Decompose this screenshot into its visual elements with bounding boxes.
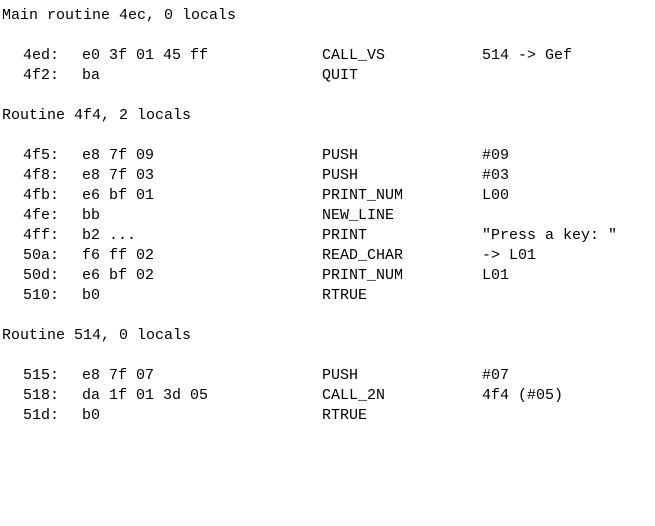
spacer (2, 26, 652, 46)
instruction-opcode: PRINT (322, 227, 368, 244)
instruction-operands: -> L01 (482, 247, 537, 264)
instruction-address: 515: (23, 367, 60, 384)
instruction-row: 4f8: e8 7f 03 PUSH #03 (2, 166, 652, 186)
instruction-address: 51d: (23, 407, 60, 424)
instruction-opcode: READ_CHAR (322, 247, 404, 264)
instruction-bytes: e8 7f 03 (82, 167, 155, 184)
instruction-address: 510: (23, 287, 60, 304)
instruction-address: 4fb: (23, 187, 60, 204)
instruction-row: 50a: f6 ff 02 READ_CHAR -> L01 (2, 246, 652, 266)
instruction-operands: #09 (482, 147, 510, 164)
instruction-bytes: e6 bf 01 (82, 187, 155, 204)
instruction-bytes: ba (82, 67, 101, 84)
instruction-bytes: e0 3f 01 45 ff (82, 47, 209, 64)
instruction-operands: 4f4 (#05) (482, 387, 564, 404)
instruction-address: 4f5: (23, 147, 60, 164)
instruction-address: 518: (23, 387, 60, 404)
instruction-address: 4f2: (23, 67, 60, 84)
instruction-address: 50d: (23, 267, 60, 284)
instruction-row: 4fb: e6 bf 01 PRINT_NUM L00 (2, 186, 652, 206)
instruction-address: 4ff: (23, 227, 60, 244)
instruction-row: 4fe: bb NEW_LINE (2, 206, 652, 226)
routine-header: Routine 4f4, 2 locals (2, 107, 192, 124)
instruction-opcode: NEW_LINE (322, 207, 395, 224)
instruction-row: 515: e8 7f 07 PUSH #07 (2, 366, 652, 386)
instruction-bytes: e6 bf 02 (82, 267, 155, 284)
routine-header: Routine 514, 0 locals (2, 327, 192, 344)
instruction-row: 4ff: b2 ... PRINT "Press a key: " (2, 226, 652, 246)
instruction-row: 4f2: ba QUIT (2, 66, 652, 86)
spacer (2, 126, 652, 146)
instruction-opcode: CALL_VS (322, 47, 386, 64)
instruction-address: 4ed: (23, 47, 60, 64)
instruction-opcode: PRINT_NUM (322, 187, 404, 204)
instruction-bytes: b0 (82, 287, 101, 304)
spacer (2, 346, 652, 366)
instruction-opcode: RTRUE (322, 407, 368, 424)
instruction-operands: L00 (482, 187, 510, 204)
instruction-bytes: bb (82, 207, 101, 224)
instruction-bytes: b2 ... (82, 227, 137, 244)
instruction-address: 4fe: (23, 207, 60, 224)
instruction-operands: #07 (482, 367, 510, 384)
instruction-bytes: e8 7f 07 (82, 367, 155, 384)
routine-header: Main routine 4ec, 0 locals (2, 7, 237, 24)
instruction-opcode: RTRUE (322, 287, 368, 304)
instruction-address: 50a: (23, 247, 60, 264)
instruction-row: 518: da 1f 01 3d 05 CALL_2N 4f4 (#05) (2, 386, 652, 406)
instruction-opcode: PUSH (322, 367, 359, 384)
instruction-bytes: da 1f 01 3d 05 (82, 387, 209, 404)
instruction-opcode: QUIT (322, 67, 359, 84)
instruction-row: 4f5: e8 7f 09 PUSH #09 (2, 146, 652, 166)
instruction-opcode: CALL_2N (322, 387, 386, 404)
instruction-opcode: PRINT_NUM (322, 267, 404, 284)
instruction-operands: 514 -> Gef (482, 47, 573, 64)
instruction-operands: L01 (482, 267, 510, 284)
spacer (2, 86, 652, 106)
instruction-bytes: b0 (82, 407, 101, 424)
spacer (2, 306, 652, 326)
instruction-opcode: PUSH (322, 167, 359, 184)
instruction-operands: #03 (482, 167, 510, 184)
disassembly-listing: Main routine 4ec, 0 locals 4ed: e0 3f 01… (2, 6, 652, 426)
instruction-address: 4f8: (23, 167, 60, 184)
instruction-opcode: PUSH (322, 147, 359, 164)
instruction-bytes: e8 7f 09 (82, 147, 155, 164)
instruction-bytes: f6 ff 02 (82, 247, 155, 264)
instruction-operands: "Press a key: " (482, 227, 618, 244)
instruction-row: 4ed: e0 3f 01 45 ff CALL_VS 514 -> Gef (2, 46, 652, 66)
instruction-row: 50d: e6 bf 02 PRINT_NUM L01 (2, 266, 652, 286)
instruction-row: 51d: b0 RTRUE (2, 406, 652, 426)
instruction-row: 510: b0 RTRUE (2, 286, 652, 306)
